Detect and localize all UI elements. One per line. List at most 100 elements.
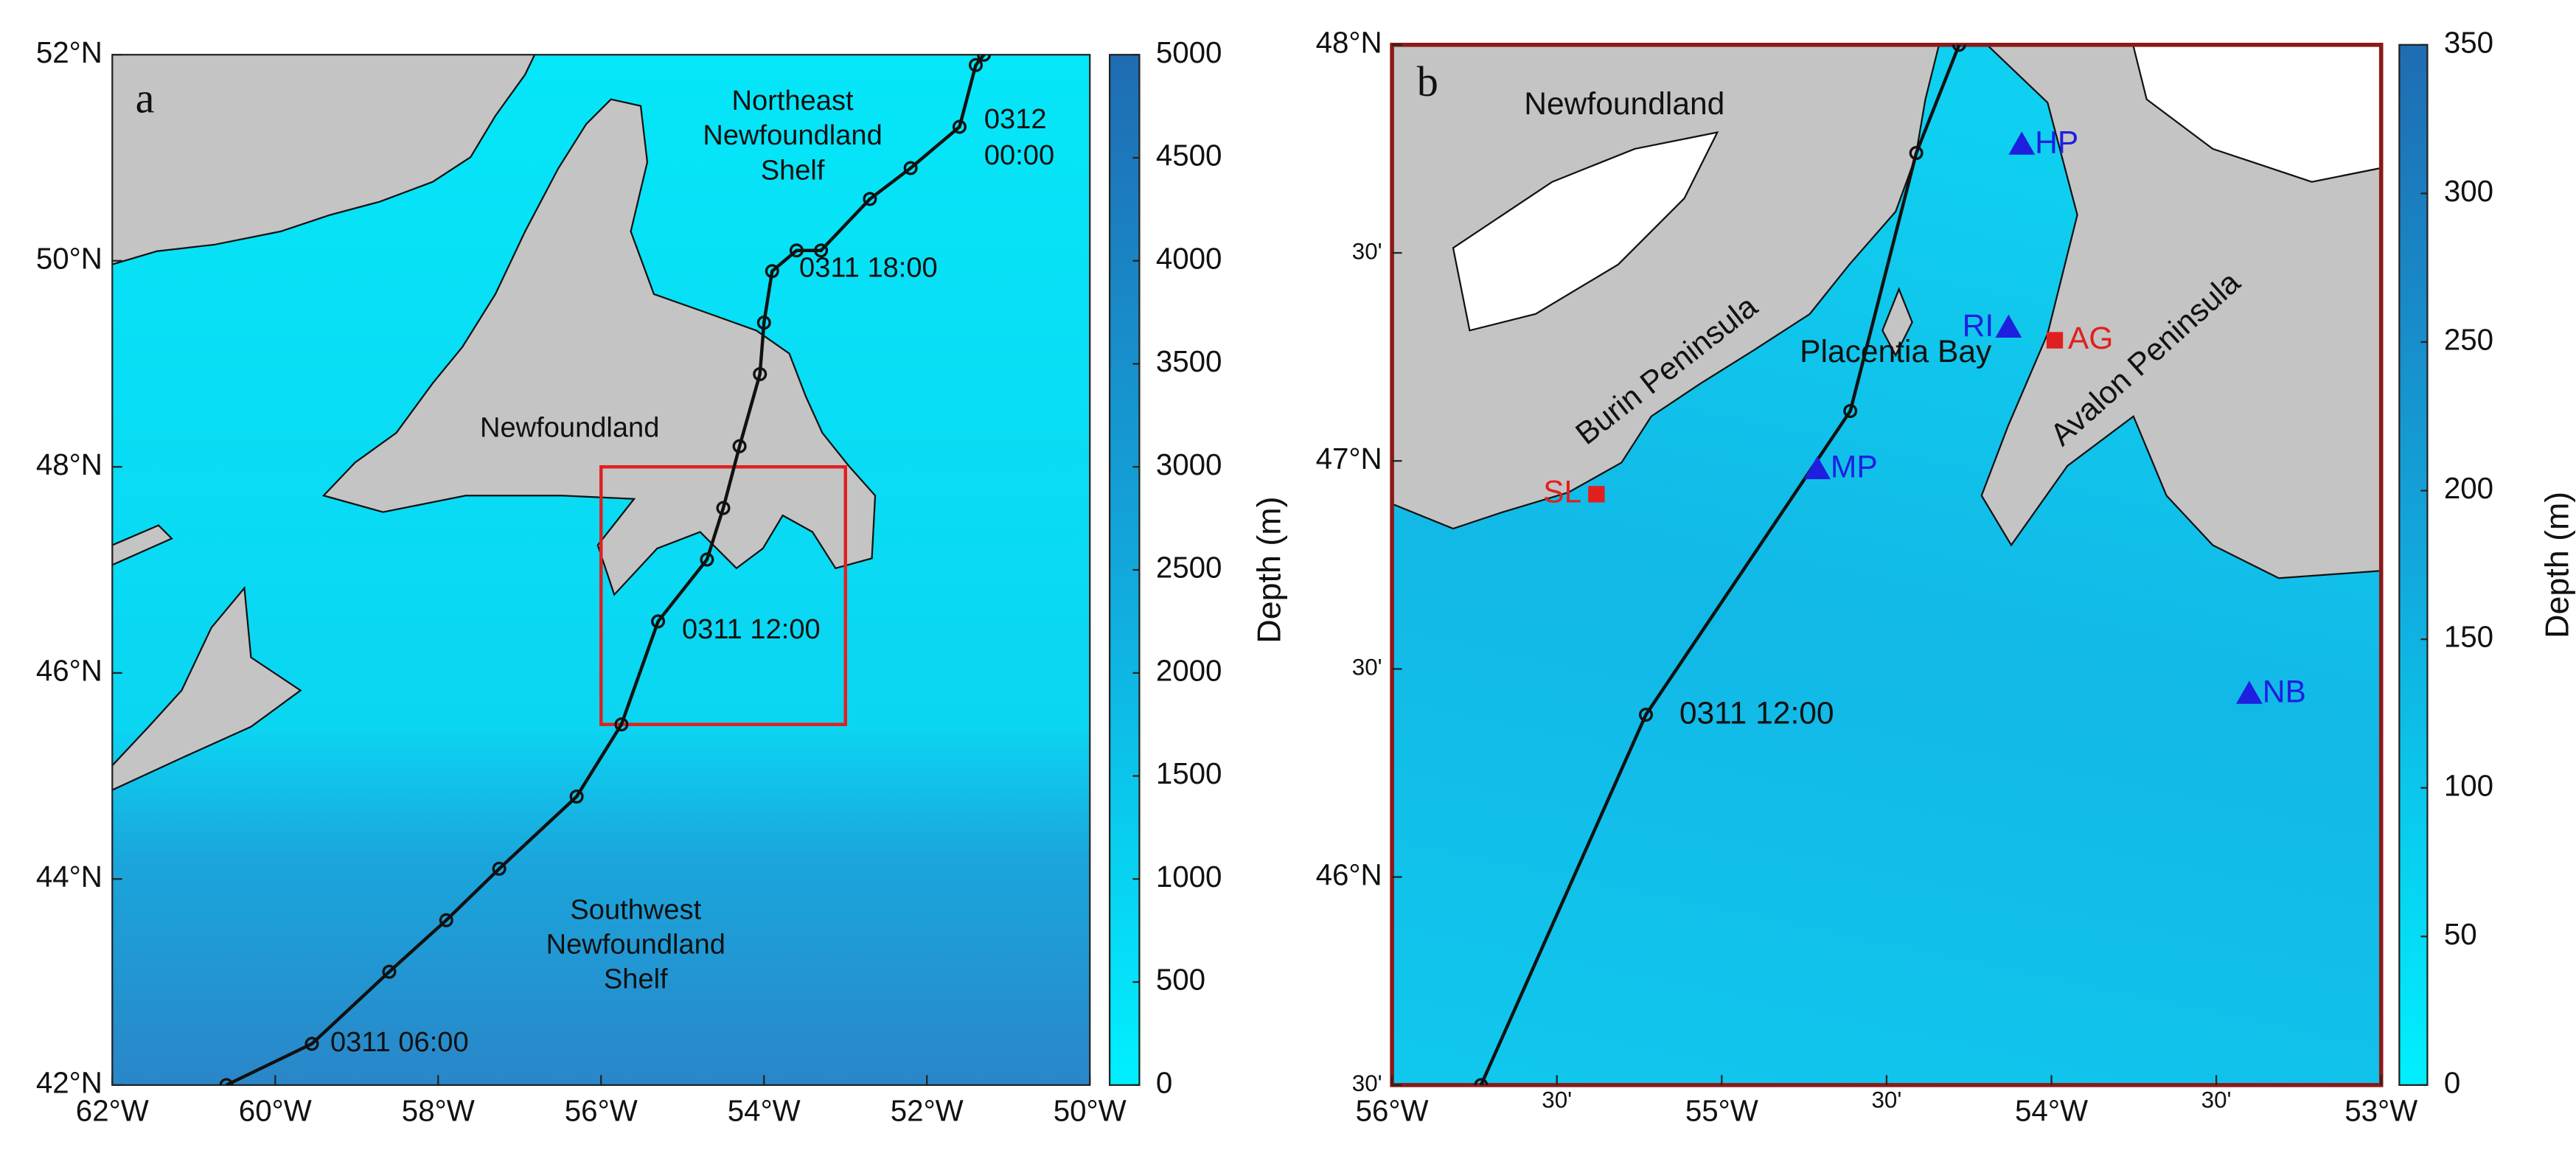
lake xyxy=(1452,130,1719,332)
colorbar-tick-label: 0 xyxy=(2444,1066,2460,1099)
x-tick-label: 52°W xyxy=(891,1095,964,1128)
track-point xyxy=(903,161,918,175)
line: Northeast xyxy=(732,86,854,116)
colorbar-tick-label: 150 xyxy=(2444,621,2493,654)
station-label: AG xyxy=(2068,321,2113,356)
colorbar-tick-label: 4500 xyxy=(1156,139,1222,173)
cape-breton-nova-scotia xyxy=(112,585,302,791)
track-point xyxy=(569,789,584,804)
colorbar-tick-label: 3500 xyxy=(1156,345,1222,378)
track-point xyxy=(732,439,747,453)
colorbar-tick-label: 1000 xyxy=(1156,860,1222,894)
anticosti xyxy=(112,524,173,566)
x-tick-label: 60°W xyxy=(239,1095,312,1128)
map-panel-a: a Northeast Newfoundland Shelf Newfoundlan… xyxy=(36,36,1288,1128)
region-label: Southwest Newfoundland Shelf xyxy=(546,895,725,995)
y-tick-label: 46°N xyxy=(36,654,102,687)
place-label: Placentia Bay xyxy=(1800,334,1992,369)
land xyxy=(112,55,877,791)
track-point xyxy=(756,316,771,330)
track-point xyxy=(1474,1078,1489,1085)
x-tick-label: 54°W xyxy=(2015,1095,2088,1128)
track-point xyxy=(382,964,397,979)
track-point xyxy=(614,717,629,732)
colorbar-tick-label: 300 xyxy=(2444,175,2493,208)
labrador xyxy=(112,55,536,265)
track-point xyxy=(765,264,779,279)
track-point xyxy=(952,119,967,134)
colorbar-tick-label: 4000 xyxy=(1156,242,1222,275)
track-point xyxy=(219,1078,234,1085)
y-tick-label: 30' xyxy=(1352,655,1382,680)
line: 0312 xyxy=(984,104,1047,135)
panel-label: b xyxy=(1417,58,1438,105)
time-label: 0311 06:00 xyxy=(330,1027,469,1058)
map-panel-b: b Newfoundland Burin Peninsula Placentia… xyxy=(1316,26,2576,1127)
time-label: 0311 18:00 xyxy=(799,252,938,283)
station-marker xyxy=(1995,314,2022,338)
colorbar-tick-label: 1500 xyxy=(1156,757,1222,790)
x-tick-label: 30' xyxy=(1542,1087,1572,1113)
storm-track xyxy=(1479,44,1961,1085)
track-point xyxy=(1952,44,1966,52)
colorbar-label: Depth (m) xyxy=(2538,492,2575,638)
avalon-peninsula xyxy=(1980,44,2381,579)
colorbar-tick-label: 200 xyxy=(2444,472,2493,505)
line: Southwest xyxy=(570,895,701,926)
track-point xyxy=(1909,146,1924,161)
y-tick-label: 50°N xyxy=(36,242,102,275)
y-tick-label: 44°N xyxy=(36,860,102,894)
panel-label: a xyxy=(136,74,155,122)
overlay xyxy=(219,55,992,1085)
station-marker xyxy=(2235,680,2263,704)
colorbar-tick-label: 0 xyxy=(1156,1066,1172,1099)
station-marker xyxy=(2008,131,2036,155)
x-tick-label: 55°W xyxy=(1685,1095,1758,1128)
track-point xyxy=(1843,403,1858,419)
track-point xyxy=(1638,707,1653,722)
study-area-box xyxy=(599,465,847,726)
x-tick-label: 30' xyxy=(1871,1087,1901,1113)
colorbar-tick-label: 5000 xyxy=(1156,36,1222,69)
station-marker xyxy=(2046,332,2064,349)
overlay xyxy=(1474,44,1966,1085)
y-tick-label: 48°N xyxy=(1316,26,1382,59)
track-point xyxy=(700,552,714,567)
colorbar-tick-label: 250 xyxy=(2444,324,2493,357)
station-label: SL xyxy=(1543,475,1581,510)
track-point xyxy=(492,861,507,876)
colorbar-tick-label: 2000 xyxy=(1156,654,1222,687)
newfoundland-island xyxy=(321,98,877,596)
merasheen-island xyxy=(1881,287,1913,358)
track-point xyxy=(716,501,731,515)
station-marker xyxy=(1804,456,1831,479)
x-tick-label: 53°W xyxy=(2344,1095,2417,1128)
place-label: Newfoundland xyxy=(1524,86,1724,122)
colorbar-label: Depth (m) xyxy=(1250,497,1287,644)
colorbar-tick-label: 350 xyxy=(2444,26,2493,59)
land xyxy=(1392,44,2381,579)
track-point xyxy=(977,55,992,62)
time-label: 0311 12:00 xyxy=(682,614,821,645)
y-tick-label: 46°N xyxy=(1316,858,1382,891)
station-label: RI xyxy=(1963,308,1994,344)
line: Shelf xyxy=(604,964,668,995)
colorbar-tick-label: 50 xyxy=(2444,918,2477,951)
y-tick-label: 30' xyxy=(1352,1070,1382,1096)
colorbar xyxy=(2398,43,2429,1086)
region-label: Northeast Newfoundland Shelf xyxy=(703,86,882,186)
unmapped-land xyxy=(2132,44,2381,183)
y-tick-label: 48°N xyxy=(36,448,102,481)
track-point xyxy=(863,192,877,206)
line: Newfoundland xyxy=(703,120,882,151)
time-label: 0311 12:00 xyxy=(1679,695,1834,731)
x-tick-label: 30' xyxy=(2201,1087,2232,1113)
track-point xyxy=(814,243,829,258)
track-point xyxy=(304,1037,319,1051)
colorbar-tick-label: 3000 xyxy=(1156,448,1222,481)
y-tick-label: 42°N xyxy=(36,1066,102,1099)
colorbar-tick-label: 100 xyxy=(2444,769,2493,802)
track-point xyxy=(789,243,804,258)
track-point xyxy=(753,366,767,382)
